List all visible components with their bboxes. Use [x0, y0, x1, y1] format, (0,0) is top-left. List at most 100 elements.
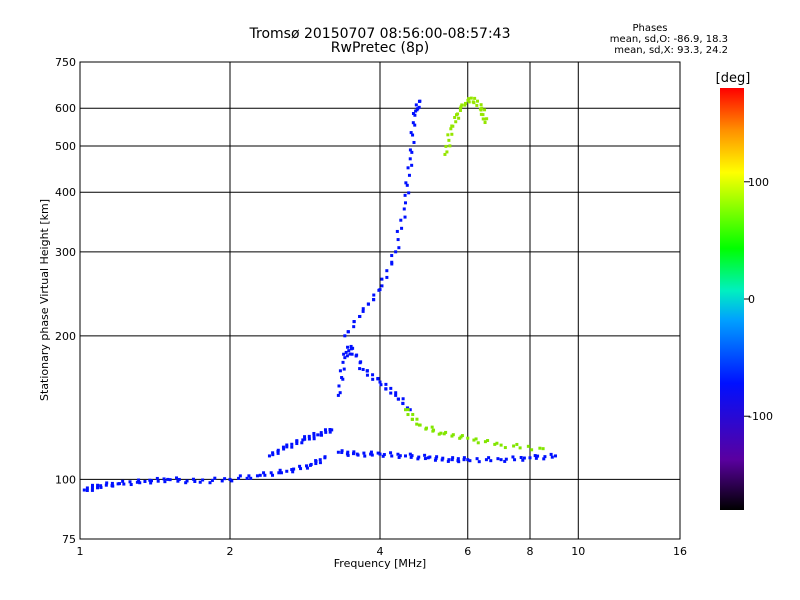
data-point	[166, 477, 170, 481]
data-point	[85, 488, 89, 492]
data-point	[407, 173, 411, 177]
chart-title: Tromsø 20150707 08:56:00-08:57:43	[249, 26, 511, 42]
data-point	[96, 483, 100, 487]
data-point	[338, 369, 342, 373]
data-point	[448, 144, 452, 148]
data-point	[416, 457, 420, 461]
x-axis-ticks: 1 2 4 6 8 10 16	[77, 545, 688, 558]
data-point	[412, 140, 416, 144]
data-point	[162, 477, 166, 481]
phases-heading: Phases	[632, 23, 668, 34]
data-point	[176, 479, 180, 483]
data-point	[376, 376, 380, 380]
data-point	[483, 440, 487, 444]
data-point	[143, 479, 147, 483]
data-point	[111, 484, 115, 488]
data-point	[285, 445, 289, 449]
data-point	[247, 474, 251, 478]
data-point	[279, 471, 283, 475]
data-point	[403, 215, 407, 219]
data-point	[369, 450, 373, 454]
data-point	[467, 100, 471, 104]
data-point	[414, 109, 418, 113]
data-point	[295, 439, 299, 443]
x-tick-label: 4	[377, 545, 384, 558]
data-point	[356, 453, 360, 457]
data-point	[318, 458, 322, 462]
data-point	[378, 452, 382, 456]
data-point	[267, 454, 271, 458]
data-point	[361, 307, 365, 311]
data-point	[307, 437, 311, 441]
phase-stats-x: mean, sd,X: 93.3, 24.2	[614, 45, 728, 56]
y-tick-label: 750	[55, 56, 76, 69]
data-point	[344, 350, 348, 354]
data-point	[403, 201, 407, 205]
data-point	[117, 482, 121, 486]
data-point	[496, 457, 500, 461]
data-point	[85, 486, 89, 490]
data-point	[468, 459, 472, 463]
data-point	[536, 454, 540, 458]
data-point	[376, 451, 380, 455]
data-point	[99, 485, 103, 489]
data-point	[406, 408, 410, 412]
data-point	[220, 479, 224, 483]
data-point	[346, 345, 350, 349]
data-point	[408, 452, 412, 456]
data-point	[300, 441, 304, 445]
data-point	[352, 450, 356, 454]
data-point	[323, 428, 327, 432]
data-point	[129, 483, 133, 487]
y-tick-label: 400	[55, 186, 76, 199]
colorbar-ticks: 100 0 -100	[744, 176, 773, 423]
data-point	[354, 354, 358, 358]
data-point	[432, 428, 436, 432]
data-point	[341, 377, 345, 381]
data-point	[499, 443, 503, 447]
data-point	[519, 455, 523, 459]
data-point	[358, 314, 362, 318]
data-point	[403, 454, 407, 458]
data-point	[363, 454, 367, 458]
data-point	[466, 436, 470, 440]
data-point	[485, 117, 489, 121]
data-point	[449, 127, 453, 131]
data-point	[168, 478, 172, 482]
colorbar-tick-label: 0	[748, 293, 755, 306]
data-point	[407, 191, 411, 195]
data-point	[271, 451, 275, 455]
data-point	[418, 423, 422, 427]
data-point	[409, 455, 413, 459]
data-point	[210, 478, 214, 482]
data-point	[423, 457, 427, 461]
data-point	[451, 433, 455, 437]
data-point	[402, 207, 406, 211]
data-point	[549, 452, 553, 456]
colorbar-tick-label: 100	[748, 176, 769, 189]
data-point	[380, 284, 384, 288]
data-point	[410, 454, 414, 458]
data-point	[305, 464, 309, 468]
data-point	[481, 113, 485, 117]
data-point	[352, 320, 356, 324]
data-point	[472, 438, 476, 442]
data-point	[476, 441, 480, 445]
data-point	[477, 460, 481, 464]
data-point	[394, 391, 398, 395]
data-point	[379, 383, 383, 387]
data-point	[110, 481, 114, 485]
data-point	[466, 98, 470, 102]
data-point	[533, 454, 537, 458]
data-point	[346, 453, 350, 457]
data-point	[269, 471, 273, 475]
data-point	[314, 459, 318, 463]
data-point	[484, 458, 488, 462]
data-point	[372, 298, 376, 302]
data-point	[303, 437, 307, 441]
data-point	[312, 434, 316, 438]
data-point	[394, 250, 398, 254]
data-point	[135, 480, 139, 484]
data-point	[263, 473, 267, 477]
